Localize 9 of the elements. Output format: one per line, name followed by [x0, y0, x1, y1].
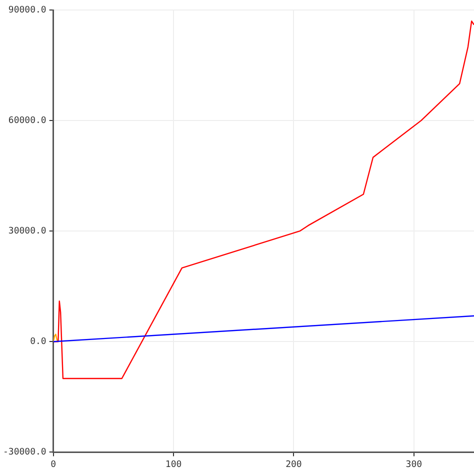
x-tick-label: 300 — [406, 460, 422, 470]
x-tick-label: 0 — [50, 460, 56, 470]
y-tick-label: 60000.0 — [8, 116, 46, 126]
x-tick-label: 200 — [286, 460, 302, 470]
y-tick-label: 0.0 — [30, 336, 46, 347]
y-tick-label: 90000.0 — [8, 5, 46, 16]
x-tick-label: 100 — [165, 460, 182, 470]
y-tick-label: 30000.0 — [8, 226, 46, 236]
y-tick-label: -30000.0 — [2, 448, 46, 458]
